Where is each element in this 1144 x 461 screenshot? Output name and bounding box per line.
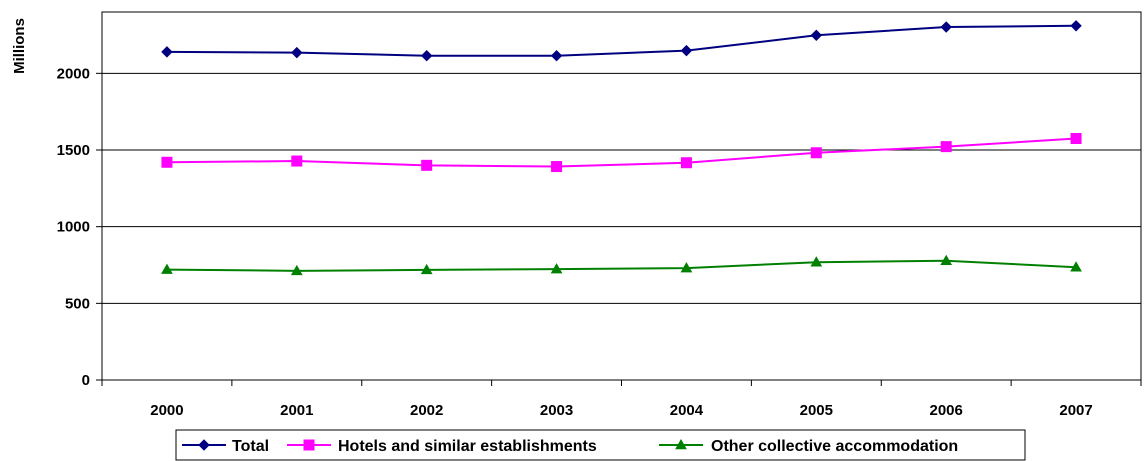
data-point-triangle	[680, 262, 693, 273]
legend-entry: Total	[182, 438, 269, 455]
data-point-diamond	[198, 439, 210, 451]
axes	[96, 72, 1142, 386]
data-point-diamond	[940, 21, 952, 33]
data-point-triangle	[940, 254, 953, 265]
data-point-diamond	[680, 44, 693, 57]
y-tick-label: 0	[82, 372, 90, 389]
data-point-triangle	[550, 263, 563, 274]
x-tick-label: 2000	[150, 402, 183, 419]
legend-entry: Other collective accommodation	[659, 438, 958, 455]
legend: Total Hotels and similar establishments Ot…	[175, 429, 1026, 461]
data-point-square	[940, 141, 952, 153]
data-point-diamond	[1070, 20, 1082, 32]
y-axis-title: Millions	[11, 18, 28, 74]
data-point-triangle	[290, 264, 303, 276]
data-point-diamond	[420, 49, 433, 62]
series-1	[161, 20, 1082, 62]
y-tick-label: 2000	[57, 65, 90, 82]
data-point-triangle	[161, 263, 173, 274]
series-layer	[161, 20, 1082, 276]
series-2	[161, 133, 1082, 173]
x-tick-label: 2007	[1059, 402, 1092, 419]
series-3	[161, 254, 1082, 276]
legend-label: Total	[232, 438, 269, 455]
data-point-square	[303, 439, 315, 451]
data-point-triangle	[810, 256, 823, 267]
data-point-diamond	[161, 46, 173, 58]
x-tick-label: 2004	[670, 402, 704, 419]
gridlines	[102, 72, 1141, 304]
data-point-square	[421, 159, 433, 171]
data-point-diamond	[550, 49, 563, 62]
x-tick-label: 2002	[410, 402, 443, 419]
x-tick-label: 2006	[930, 402, 963, 419]
data-point-square	[1070, 133, 1082, 144]
data-point-diamond	[810, 29, 823, 42]
x-tick-label: 2003	[540, 402, 573, 419]
y-tick-labels: 0 500 1000 1500 2000	[57, 65, 90, 389]
series-line	[166, 259, 1077, 272]
x-tick-label: 2005	[800, 402, 833, 419]
x-tick-label: 2001	[280, 402, 313, 419]
data-point-triangle	[420, 263, 433, 275]
legend-entry: Hotels and similar establishments	[287, 438, 597, 455]
x-tick-labels: 2000 2001 2002 2003 2004 2005 2006 2007	[150, 402, 1093, 419]
y-tick-label: 1500	[57, 142, 90, 159]
data-point-square	[161, 156, 173, 168]
data-point-square	[810, 147, 822, 159]
data-point-square	[680, 157, 692, 169]
data-point-diamond	[291, 46, 303, 59]
legend-label: Hotels and similar establishments	[338, 438, 597, 455]
series-line	[166, 24, 1077, 57]
data-point-triangle	[675, 438, 687, 450]
plot-area-frame	[101, 11, 1142, 381]
data-point-square	[291, 155, 303, 167]
legend-label: Other collective accommodation	[711, 438, 958, 455]
y-tick-label: 1000	[57, 219, 90, 236]
data-point-triangle	[1070, 261, 1082, 272]
data-point-square	[551, 161, 563, 173]
y-tick-label: 500	[65, 295, 90, 312]
series-line	[166, 137, 1077, 168]
